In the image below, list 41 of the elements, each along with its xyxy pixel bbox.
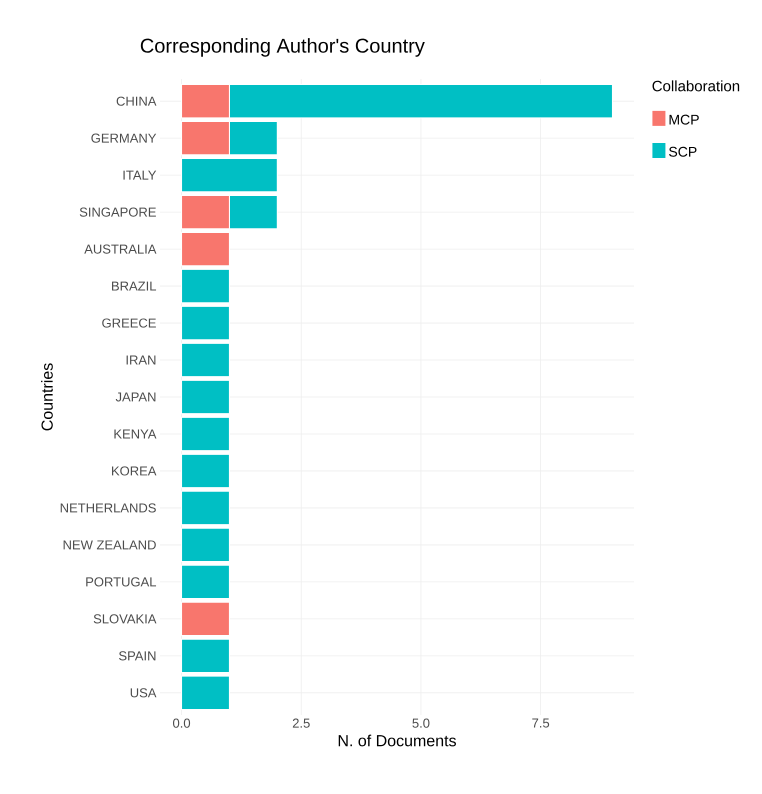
- y-tick-label: USA: [130, 688, 156, 698]
- y-tick-label: JAPAN: [116, 392, 156, 402]
- bar: [181, 638, 230, 673]
- x-tick-label: 0.0: [173, 718, 190, 728]
- y-tick-label: KOREA: [112, 466, 156, 476]
- y-tick-label: PORTUGAL: [86, 577, 156, 586]
- legend-label: MCP: [670, 114, 699, 125]
- y-tick-label: SPAIN: [119, 651, 156, 660]
- y-tick-label: SLOVAKIA: [94, 614, 156, 624]
- chart-title: Corresponding Author's Country: [140, 38, 425, 57]
- y-tick-label: SINGAPORE: [80, 208, 156, 217]
- y-tick-label: ITALY: [123, 170, 156, 180]
- bar: [181, 564, 230, 600]
- bar: [181, 490, 230, 526]
- y-tick-label: GERMANY: [91, 134, 156, 143]
- x-tick-label: 7.5: [532, 718, 550, 728]
- y-axis-title: Countries: [41, 363, 53, 430]
- bar: [181, 380, 230, 414]
- x-tick-label: 5.0: [412, 718, 430, 728]
- x-axis-title: N. of Documents: [338, 734, 456, 746]
- y-tick-label: IRAN: [126, 356, 156, 364]
- bar: [181, 306, 230, 340]
- bar: [181, 676, 230, 710]
- y-tick-label: GREECE: [102, 318, 156, 328]
- bar: [181, 232, 230, 266]
- legend-label: SCP: [669, 146, 696, 157]
- y-tick-label: AUSTRALIA: [84, 244, 156, 254]
- y-tick-label: NEW ZEALAND: [64, 540, 156, 550]
- legend-title: Collaboration: [652, 80, 740, 92]
- bar: [181, 268, 230, 304]
- bar: [181, 528, 230, 562]
- bar: [181, 342, 230, 378]
- bar: [181, 602, 230, 636]
- y-tick-label: KENYA: [114, 430, 156, 438]
- bar: [181, 454, 230, 488]
- bar: [181, 416, 230, 452]
- x-tick-label: 2.5: [292, 718, 310, 728]
- y-tick-label: CHINA: [116, 96, 156, 106]
- bar: [181, 158, 278, 192]
- y-tick-label: BRAZIL: [112, 282, 156, 291]
- y-tick-label: NETHERLANDS: [60, 503, 156, 513]
